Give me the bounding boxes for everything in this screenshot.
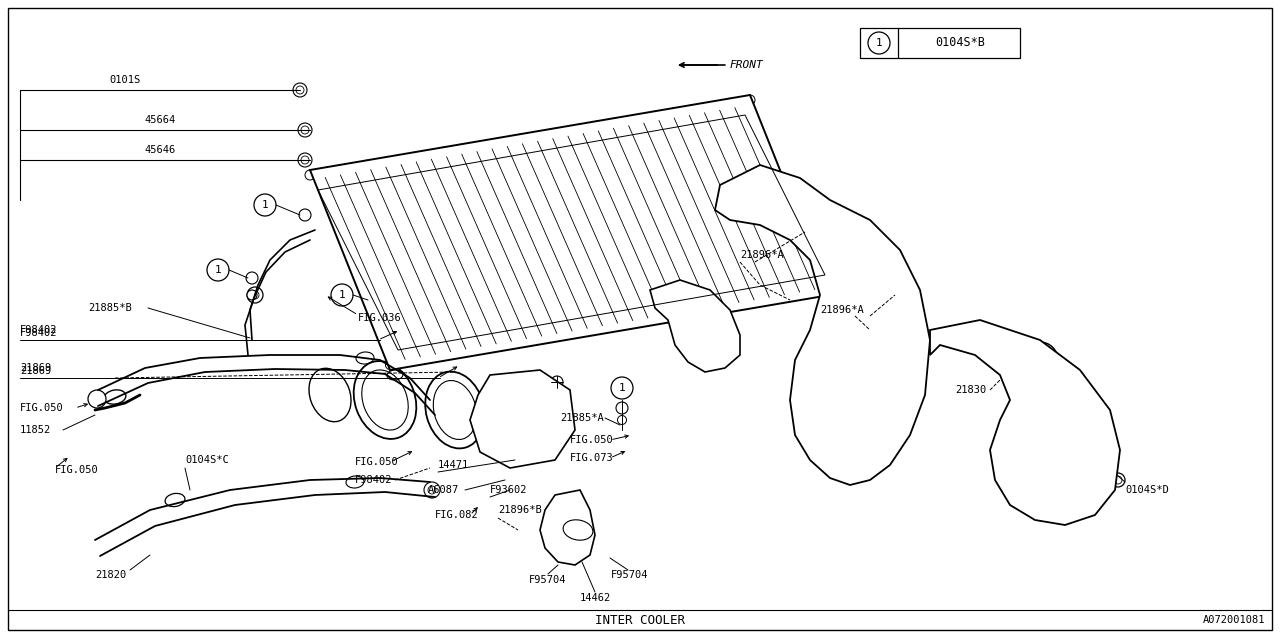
Text: 21869: 21869: [20, 366, 51, 376]
Text: 45664: 45664: [145, 115, 175, 125]
Text: 21896*A: 21896*A: [820, 305, 864, 315]
Text: 1: 1: [618, 383, 626, 393]
Circle shape: [617, 415, 626, 424]
Circle shape: [293, 83, 307, 97]
Circle shape: [300, 209, 311, 221]
Circle shape: [424, 482, 440, 498]
Circle shape: [88, 390, 106, 408]
Bar: [860, 28, 1020, 58]
Circle shape: [298, 153, 312, 167]
Text: F98402: F98402: [355, 475, 393, 485]
Text: A072001081: A072001081: [1202, 615, 1265, 625]
Circle shape: [367, 294, 379, 306]
Polygon shape: [310, 95, 829, 370]
Text: FIG.050: FIG.050: [570, 435, 613, 445]
Circle shape: [247, 290, 257, 300]
Text: F98402: F98402: [20, 328, 58, 338]
Text: 1: 1: [261, 200, 269, 210]
Text: 21896*A: 21896*A: [740, 250, 783, 260]
Polygon shape: [716, 165, 931, 485]
Text: FIG.050: FIG.050: [355, 457, 399, 467]
Text: F98402: F98402: [20, 325, 58, 335]
Text: 21885*A: 21885*A: [561, 413, 604, 423]
Circle shape: [550, 376, 563, 388]
Text: 21830: 21830: [955, 385, 987, 395]
Circle shape: [611, 377, 634, 399]
Text: A6087: A6087: [428, 485, 460, 495]
Text: 14462: 14462: [580, 593, 611, 603]
Circle shape: [247, 287, 262, 303]
Text: F95704: F95704: [612, 570, 649, 580]
Circle shape: [298, 123, 312, 137]
Text: 1: 1: [215, 265, 221, 275]
Text: FIG.036: FIG.036: [358, 313, 402, 323]
Text: 1: 1: [339, 290, 346, 300]
Text: 21820: 21820: [95, 570, 127, 580]
Text: 14471: 14471: [438, 460, 470, 470]
Text: 0101S: 0101S: [109, 75, 141, 85]
Text: 0104S*C: 0104S*C: [186, 455, 229, 465]
Text: 11852: 11852: [20, 425, 51, 435]
Text: 45646: 45646: [145, 145, 175, 155]
Circle shape: [207, 259, 229, 281]
Text: FIG.050: FIG.050: [55, 465, 99, 475]
Circle shape: [1111, 473, 1125, 487]
Text: 0104S*B: 0104S*B: [936, 36, 984, 49]
Polygon shape: [931, 320, 1120, 525]
Text: F95704: F95704: [529, 575, 567, 585]
Text: 21885*B: 21885*B: [88, 303, 132, 313]
Circle shape: [616, 402, 628, 414]
Text: FRONT: FRONT: [730, 60, 764, 70]
Text: FIG.073: FIG.073: [570, 453, 613, 463]
Text: INTER COOLER: INTER COOLER: [595, 614, 685, 627]
Text: 1: 1: [876, 38, 882, 48]
Circle shape: [246, 272, 259, 284]
Text: FIG.082: FIG.082: [435, 510, 479, 520]
Text: 21896*B: 21896*B: [498, 505, 541, 515]
Text: 0104S*D: 0104S*D: [1125, 485, 1169, 495]
Text: F93602: F93602: [490, 485, 527, 495]
Circle shape: [253, 194, 276, 216]
Polygon shape: [650, 280, 740, 372]
Polygon shape: [470, 370, 575, 468]
Text: 21869: 21869: [20, 363, 51, 373]
Circle shape: [868, 32, 890, 54]
Circle shape: [332, 284, 353, 306]
Text: FIG.050: FIG.050: [20, 403, 64, 413]
